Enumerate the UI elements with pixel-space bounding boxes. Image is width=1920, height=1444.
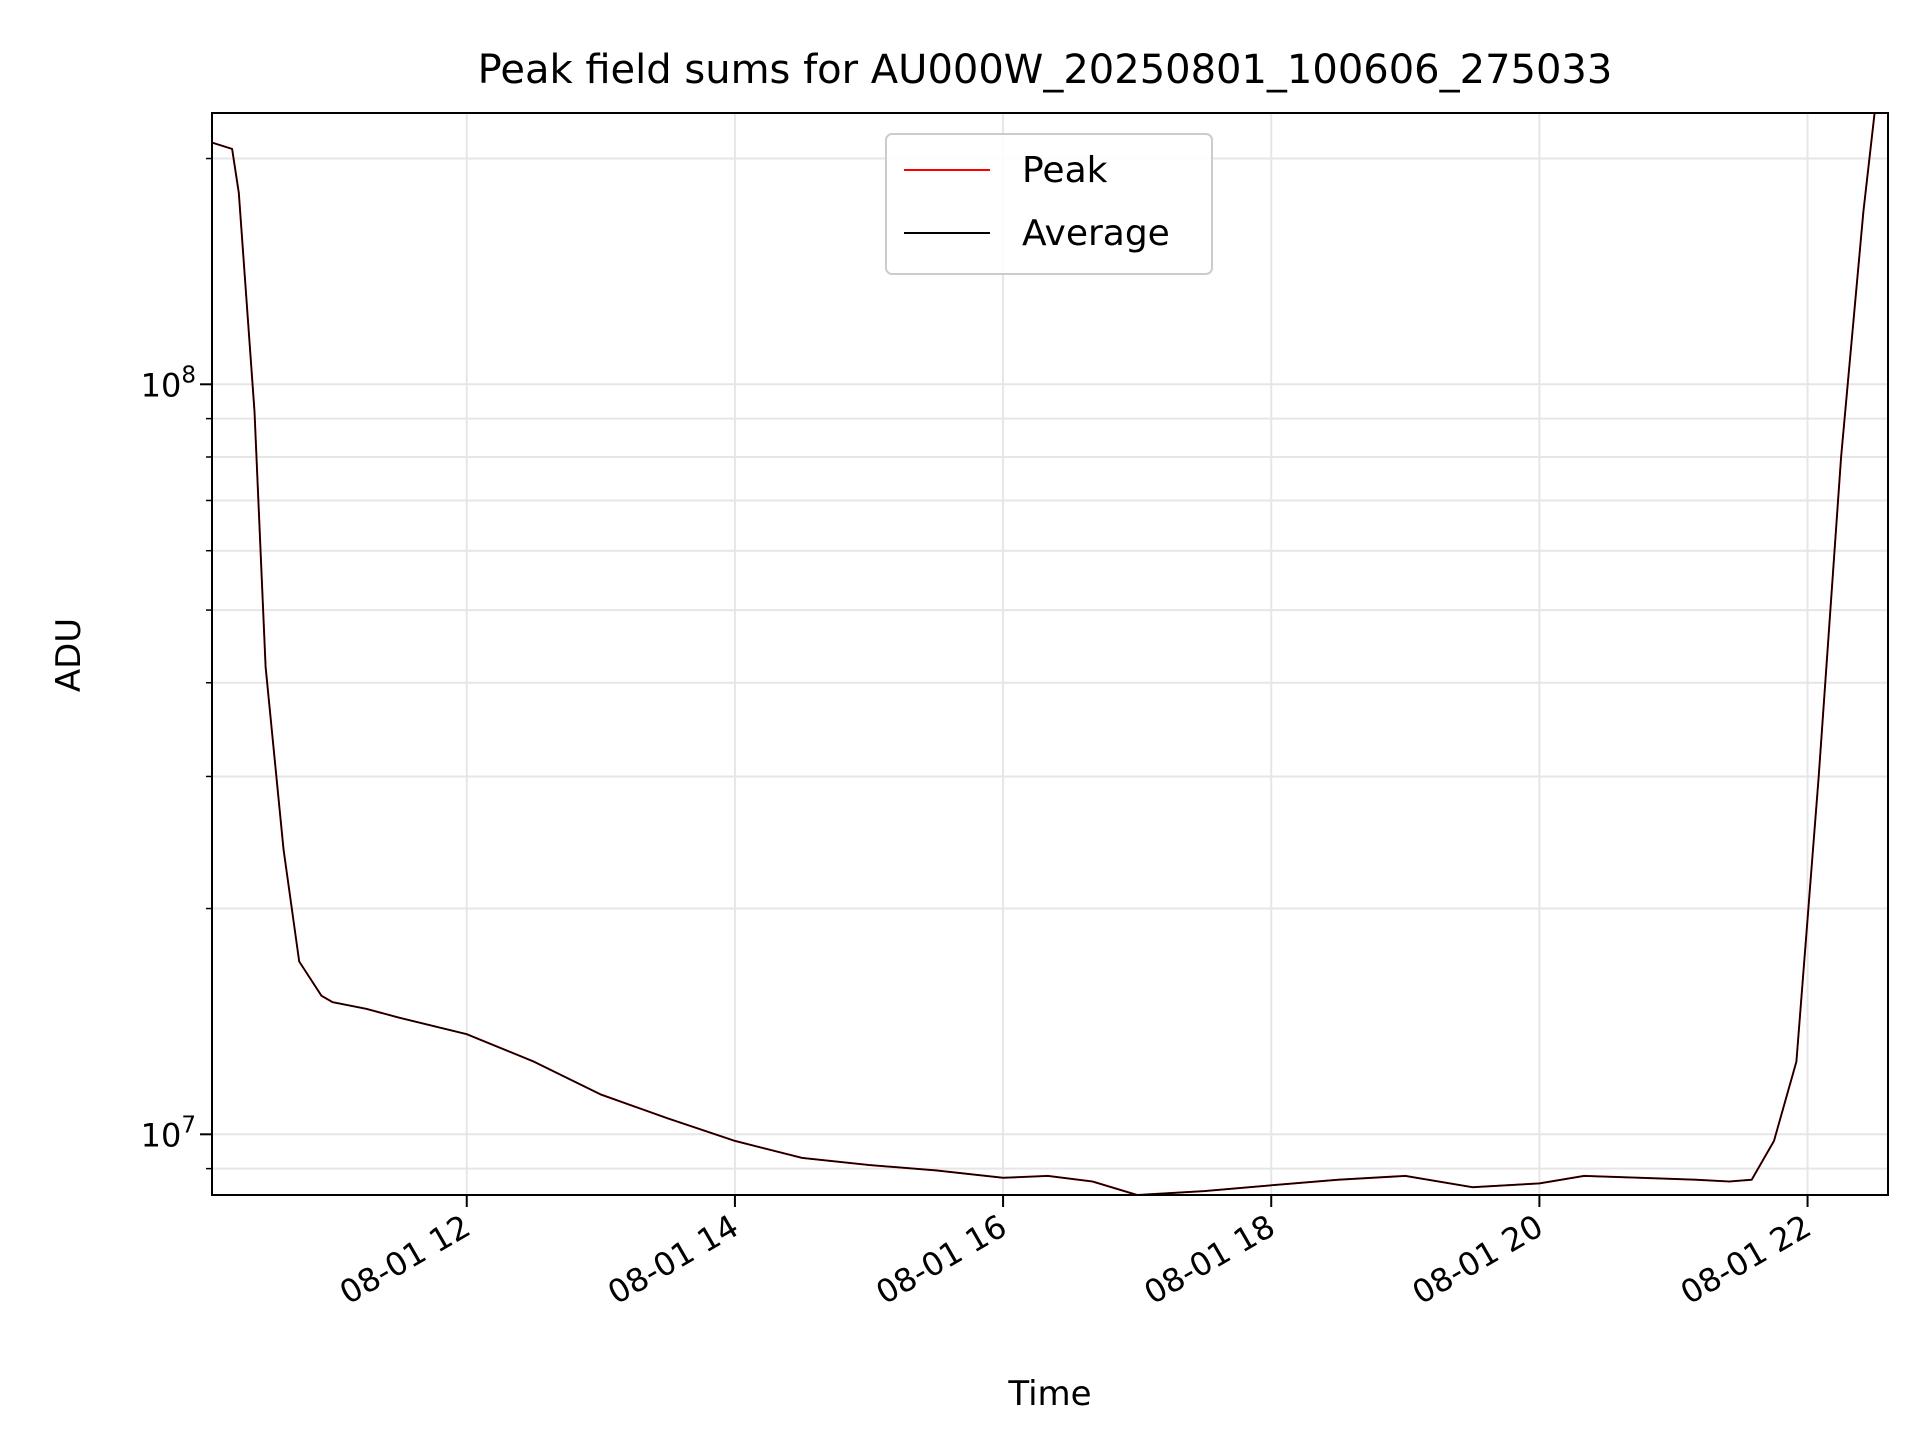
- chart-title: Peak field sums for AU000W_20250801_1006…: [478, 47, 1613, 93]
- grid: [212, 113, 1888, 1195]
- y-tick-label: 107: [141, 1112, 196, 1154]
- legend: Peak Average: [885, 133, 1213, 275]
- legend-label-average: Average: [1022, 213, 1170, 254]
- legend-label-peak: Peak: [1022, 150, 1108, 191]
- y-tick-label: 108: [141, 362, 196, 404]
- series-layer: [211, 112, 1876, 1196]
- x-axis-label: Time: [1007, 1374, 1091, 1414]
- series-line-average: [211, 112, 1876, 1196]
- plot-frame: [211, 112, 1889, 1196]
- y-axis-label: ADU: [49, 618, 89, 692]
